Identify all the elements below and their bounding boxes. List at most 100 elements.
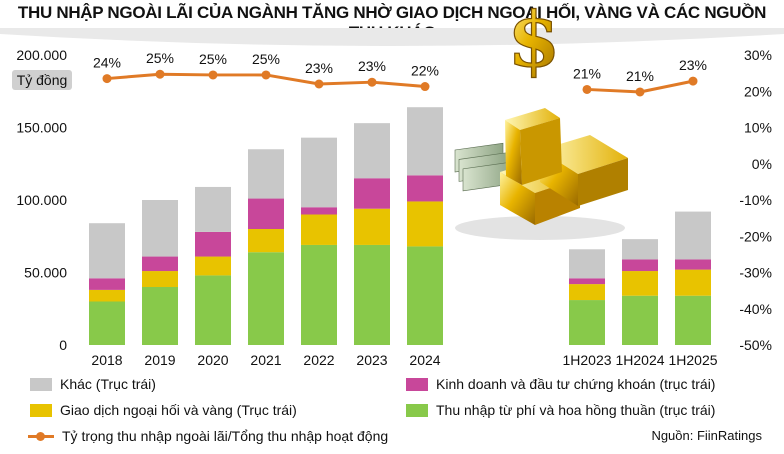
x-tick-label: 2024 <box>409 352 440 368</box>
bar-phi-1H2024 <box>622 295 658 345</box>
ratio-label-2019: 25% <box>146 50 174 66</box>
legend-item-phi: Thu nhập từ phí và hoa hồng thuần (trục … <box>406 402 715 418</box>
bar-ngoai_hoi-2019 <box>142 271 178 287</box>
legend-item-kinh-doanh: Kinh doanh và đầu tư chứng khoán (trục t… <box>406 376 715 392</box>
bar-kinh_doanh-2018 <box>89 278 125 290</box>
bar-kinh_doanh-2020 <box>195 231 231 257</box>
y-tick-right: 30% <box>744 47 772 63</box>
bar-phi-2021 <box>248 252 284 345</box>
x-tick-label: 2019 <box>144 352 175 368</box>
legend-label-phi: Thu nhập từ phí và hoa hồng thuần (trục … <box>436 402 716 418</box>
bar-khac-2022 <box>301 137 337 208</box>
legend-swatch-khac <box>30 377 52 391</box>
y-axis-unit-label: Tỷ đồng <box>12 70 72 90</box>
legend-swatch-phi <box>406 403 428 417</box>
bar-ngoai_hoi-2024 <box>407 201 443 247</box>
y-tick-right: -10% <box>739 192 772 208</box>
title-band <box>0 28 784 46</box>
bar-khac-1H2024 <box>622 239 658 260</box>
x-tick-label: 2018 <box>91 352 122 368</box>
bar-kinh_doanh-2019 <box>142 256 178 272</box>
legend-label-khac: Khác (Trục trái) <box>60 376 156 392</box>
ratio-point-1H2025 <box>688 76 698 86</box>
ratio-point-2019 <box>155 69 165 79</box>
bar-khac-2018 <box>89 223 125 279</box>
y-tick-right: -50% <box>739 337 772 353</box>
legend-label-line: Tỷ trọng thu nhập ngoài lãi/Tổng thu nhậ… <box>62 428 389 444</box>
bar-phi-2019 <box>142 287 178 345</box>
ratio-point-2018 <box>102 74 112 84</box>
x-axis-labels: 2018 2019 2020 2021 2022 2023 2024 1H2023 1H2024… <box>91 352 717 368</box>
ratio-label-2023: 23% <box>358 58 386 74</box>
bar-phi-2020 <box>195 275 231 345</box>
legend-label-ngoai-hoi: Giao dịch ngoại hối và vàng (Trục trái) <box>60 402 297 418</box>
x-tick-label: 2023 <box>356 352 387 368</box>
y-tick-left: 100.000 <box>16 192 67 208</box>
y-tick-right: 10% <box>744 120 772 136</box>
svg-text:$: $ <box>508 0 561 84</box>
ratio-point-2022 <box>314 79 324 89</box>
bar-kinh_doanh-2021 <box>248 198 284 229</box>
y-tick-left: 200.000 <box>16 47 67 63</box>
bar-khac-2023 <box>354 123 390 179</box>
bars <box>89 107 711 345</box>
ratio-point-1H2023 <box>582 84 592 94</box>
bar-ngoai_hoi-2021 <box>248 229 284 253</box>
bar-ngoai_hoi-2018 <box>89 289 125 302</box>
ratio-point-1H2024 <box>635 87 645 97</box>
ratio-point-2020 <box>208 70 218 80</box>
bar-kinh_doanh-1H2024 <box>622 259 658 272</box>
y-tick-left: 50.000 <box>24 265 67 281</box>
x-tick-label: 2021 <box>250 352 281 368</box>
bar-kinh_doanh-2024 <box>407 175 443 202</box>
ratio-point-2021 <box>261 70 271 80</box>
bar-ngoai_hoi-1H2024 <box>622 271 658 296</box>
bar-ngoai_hoi-1H2023 <box>569 284 605 301</box>
bar-phi-2024 <box>407 246 443 345</box>
bar-ngoai_hoi-2022 <box>301 214 337 245</box>
bar-kinh_doanh-2023 <box>354 178 390 209</box>
bar-kinh_doanh-1H2025 <box>675 259 711 270</box>
bar-phi-1H2023 <box>569 300 605 345</box>
ratio-label-2021: 25% <box>252 51 280 67</box>
gold-bars-dollar-illustration: $ <box>454 0 628 240</box>
bar-khac-1H2025 <box>675 211 711 260</box>
y-tick-left: 0 <box>59 337 67 353</box>
legend-swatch-kinh-doanh <box>406 377 428 391</box>
ratio-label-1H2024: 21% <box>626 68 654 84</box>
x-tick-label: 2020 <box>197 352 228 368</box>
ratio-label-1H2023: 21% <box>573 65 601 81</box>
ratio-line: 24% 25% 25% 25% 23% 23% 22% 21% 21% 23% <box>93 50 707 97</box>
y-tick-right: -40% <box>739 301 772 317</box>
legend-label-kinh-doanh: Kinh doanh và đầu tư chứng khoán (trục t… <box>436 376 716 392</box>
bar-khac-2021 <box>248 149 284 199</box>
bar-khac-2020 <box>195 186 231 232</box>
bar-phi-2022 <box>301 244 337 345</box>
y-tick-right: -30% <box>739 265 772 281</box>
legend-item-khac: Khác (Trục trái) <box>30 376 156 392</box>
y-tick-right: 0% <box>752 156 772 172</box>
ratio-label-2022: 23% <box>305 60 333 76</box>
source-note: Nguồn: FiinRatings <box>651 428 762 443</box>
legend-swatch-ngoai-hoi <box>30 403 52 417</box>
y-tick-right: -20% <box>739 228 772 244</box>
bar-ngoai_hoi-1H2025 <box>675 269 711 296</box>
bar-khac-2024 <box>407 107 443 176</box>
axes: 0 50.000 100.000 150.000 200.000 -50% -40% -30%… <box>16 47 772 353</box>
legend-swatch-line <box>28 430 54 443</box>
x-tick-label: 1H2023 <box>562 352 611 368</box>
bar-ngoai_hoi-2020 <box>195 256 231 276</box>
bar-phi-2023 <box>354 244 390 345</box>
ratio-label-1H2025: 23% <box>679 57 707 73</box>
bar-phi-2018 <box>89 301 125 345</box>
bar-phi-1H2025 <box>675 295 711 345</box>
bar-kinh_doanh-2022 <box>301 207 337 215</box>
legend-item-ngoai-hoi: Giao dịch ngoại hối và vàng (Trục trái) <box>30 402 297 418</box>
bar-khac-1H2023 <box>569 249 605 279</box>
x-tick-label: 1H2024 <box>615 352 664 368</box>
y-tick-left: 150.000 <box>16 120 67 136</box>
legend-item-ratio-line: Tỷ trọng thu nhập ngoài lãi/Tổng thu nhậ… <box>28 428 388 444</box>
bar-ngoai_hoi-2023 <box>354 208 390 245</box>
